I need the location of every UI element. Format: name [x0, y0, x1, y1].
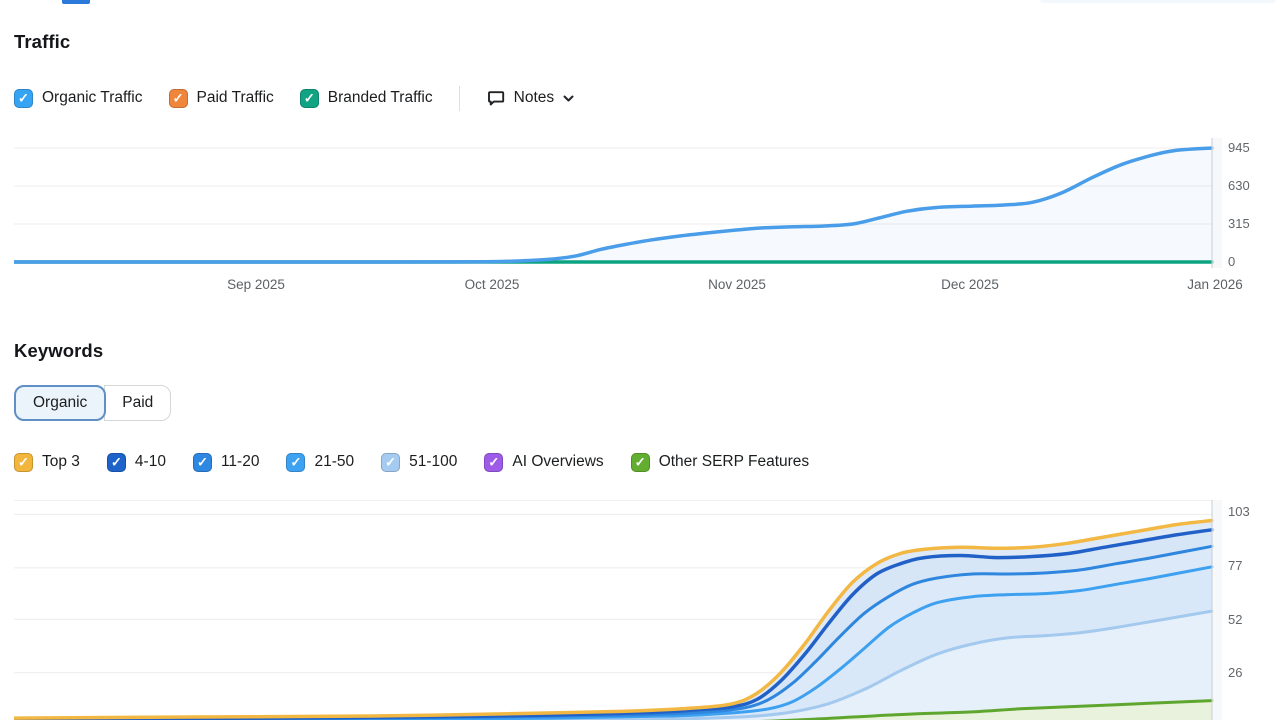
notes-button[interactable]: Notes [486, 88, 576, 108]
legend-item-branded-traffic[interactable]: ✓ Branded Traffic [299, 88, 433, 108]
y-tick-label: 630 [1228, 178, 1250, 193]
y-tick-label: 52 [1228, 612, 1243, 627]
legend-item-4-10[interactable]: ✓ 4-10 [106, 452, 166, 472]
legend-item-top3[interactable]: ✓ Top 3 [14, 452, 80, 472]
y-tick-label: 0 [1228, 254, 1236, 269]
legend-label: 11-20 [220, 453, 260, 470]
check-icon: ✓ [18, 90, 29, 105]
x-axis-label: Nov 2025 [708, 277, 766, 292]
check-icon: ✓ [290, 454, 302, 469]
legend-divider [458, 85, 460, 111]
y-tick-label: 77 [1228, 558, 1243, 573]
checkbox-icon[interactable]: ✓ [381, 452, 401, 472]
legend-label: Organic Traffic [42, 89, 143, 106]
checkbox-icon[interactable]: ✓ [630, 452, 650, 472]
legend-label: 21-50 [314, 453, 355, 470]
toggle-organic-button[interactable]: Organic [14, 385, 107, 421]
checkbox-icon[interactable]: ✓ [14, 452, 33, 472]
legend-label: Paid Traffic [196, 89, 274, 106]
legend-label: AI Overviews [512, 453, 604, 470]
traffic-chart-canvas[interactable] [14, 138, 1222, 268]
legend-item-51-100[interactable]: ✓ 51-100 [381, 452, 458, 472]
checkbox-icon[interactable]: ✓ [299, 88, 319, 108]
legend-label: 51-100 [409, 453, 458, 470]
notes-speech-bubble-icon [486, 88, 506, 108]
active-tab-indicator [62, 0, 90, 4]
checkbox-icon[interactable]: ✓ [168, 88, 188, 108]
legend-item-other-serp-features[interactable]: ✓ Other SERP Features [630, 452, 810, 472]
legend-item-organic-traffic[interactable]: ✓ Organic Traffic [14, 88, 143, 108]
check-icon: ✓ [197, 454, 208, 469]
checkbox-icon[interactable]: ✓ [286, 452, 306, 472]
checkbox-icon[interactable]: ✓ [484, 452, 504, 472]
toggle-paid-button[interactable]: Paid [104, 385, 172, 421]
y-tick-label: 315 [1228, 216, 1250, 231]
toolbar-remnant [1040, 0, 1276, 3]
checkbox-icon[interactable]: ✓ [106, 452, 126, 472]
legend-label: Top 3 [42, 453, 80, 470]
y-tick-label: 103 [1228, 504, 1250, 519]
legend-item-11-20[interactable]: ✓ 11-20 [192, 452, 260, 472]
keywords-legend: ✓ Top 3 ✓ 4-10 ✓ 11-20 ✓ 21-50 ✓ 51-100 … [14, 449, 809, 475]
checkbox-icon[interactable]: ✓ [192, 452, 212, 472]
legend-item-21-50[interactable]: ✓ 21-50 [286, 452, 355, 472]
check-icon: ✓ [172, 90, 184, 105]
legend-item-ai-overviews[interactable]: ✓ AI Overviews [484, 452, 604, 472]
checkbox-icon[interactable]: ✓ [14, 88, 33, 108]
keywords-type-toggle: Organic Paid [14, 385, 172, 421]
legend-label: 4-10 [134, 453, 166, 470]
keywords-chart-canvas[interactable] [14, 500, 1222, 720]
traffic-legend: ✓ Organic Traffic ✓ Paid Traffic ✓ Brand… [14, 85, 575, 111]
check-icon: ✓ [303, 90, 315, 105]
legend-label: Branded Traffic [327, 89, 433, 106]
check-icon: ✓ [488, 454, 500, 469]
legend-label: Other SERP Features [658, 453, 810, 470]
y-tick-label: 945 [1228, 140, 1250, 155]
keywords-section-title: Keywords [14, 340, 104, 361]
y-tick-label: 26 [1228, 665, 1243, 680]
check-icon: ✓ [110, 454, 122, 469]
legend-item-paid-traffic[interactable]: ✓ Paid Traffic [168, 88, 274, 108]
x-axis-label: Sep 2025 [227, 277, 285, 292]
check-icon: ✓ [634, 454, 646, 469]
check-icon: ✓ [385, 454, 397, 469]
traffic-section-title: Traffic [14, 31, 71, 52]
chevron-down-icon [562, 92, 575, 105]
check-icon: ✓ [18, 454, 29, 469]
x-axis-label: Jan 2026 [1187, 277, 1243, 292]
x-axis-label: Oct 2025 [464, 277, 520, 292]
notes-label: Notes [513, 89, 555, 106]
x-axis-label: Dec 2025 [941, 277, 999, 292]
